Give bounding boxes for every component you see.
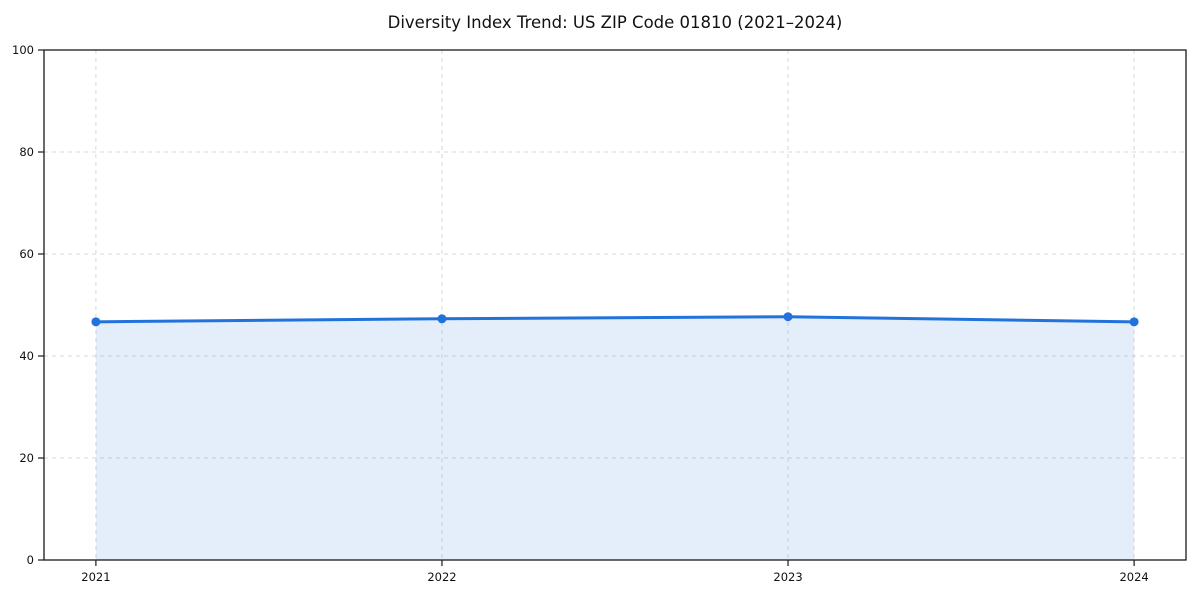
x-tick-label: 2023	[773, 570, 802, 584]
chart-title: Diversity Index Trend: US ZIP Code 01810…	[387, 13, 843, 32]
trend-line	[94, 315, 1136, 324]
x-tick-label: 2024	[1119, 570, 1148, 584]
y-tick-label: 20	[19, 451, 34, 465]
y-tick-label: 40	[19, 349, 34, 363]
y-tick-label: 60	[19, 247, 34, 261]
area-fill	[95, 316, 1135, 560]
y-tick-label: 0	[27, 553, 34, 567]
y-tick-label: 80	[19, 145, 34, 159]
data-point-marker	[1129, 317, 1139, 327]
y-tick-label: 100	[12, 43, 34, 57]
x-tick-label: 2021	[81, 570, 110, 584]
data-point-marker	[91, 317, 101, 327]
plot-border	[43, 49, 1187, 561]
data-point-marker	[437, 314, 447, 324]
x-tick-label: 2022	[427, 570, 456, 584]
data-point-marker	[783, 312, 793, 322]
